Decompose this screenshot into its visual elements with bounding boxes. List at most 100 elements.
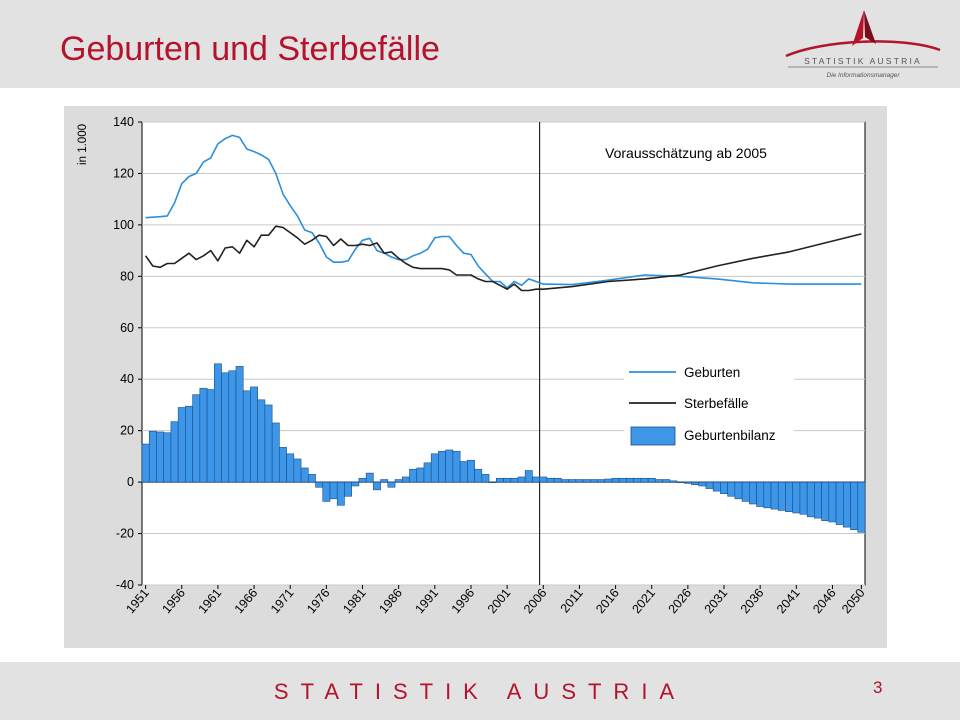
balance-bar xyxy=(517,476,526,483)
balance-bar xyxy=(467,459,475,483)
x-tick-label: 2050 xyxy=(839,586,868,616)
balance-bar xyxy=(394,479,403,483)
balance-bar xyxy=(770,481,779,510)
balance-bar xyxy=(206,389,215,483)
balance-bar xyxy=(329,481,338,500)
footer-brand: STATISTIK AUSTRIA xyxy=(273,679,687,704)
balance-bar xyxy=(250,386,258,483)
balance-bar xyxy=(785,481,793,512)
x-tick-label: 2041 xyxy=(774,586,803,616)
page-title: Geburten und Sterbefälle xyxy=(60,30,440,68)
balance-bar xyxy=(235,366,244,483)
balance-bar xyxy=(488,481,497,483)
balance-bar xyxy=(322,481,331,502)
balance-bar xyxy=(763,481,772,509)
header-bar xyxy=(0,0,960,88)
balance-bar xyxy=(199,387,208,483)
balance-bar xyxy=(445,449,454,483)
births-line xyxy=(145,134,862,289)
x-tick-label: 2046 xyxy=(810,586,839,616)
balance-bar xyxy=(604,478,613,483)
balance-bar xyxy=(264,404,273,483)
logo-triangle-right xyxy=(864,10,876,44)
footer-bar xyxy=(0,662,960,720)
x-tick-label: 1966 xyxy=(232,586,261,616)
balance-bar xyxy=(481,474,490,483)
balance-bar xyxy=(228,370,237,483)
x-tick-label: 1981 xyxy=(340,586,369,616)
balance-bar xyxy=(546,477,555,483)
balance-bar xyxy=(843,481,851,528)
x-tick-label: 2021 xyxy=(629,586,658,616)
balance-bar xyxy=(315,481,324,488)
forecast-annotation: Vorausschätzung ab 2005 xyxy=(605,145,767,161)
balance-bar xyxy=(691,481,700,485)
x-tick-label: 2011 xyxy=(558,586,586,616)
balance-bar xyxy=(734,481,743,500)
balance-bar xyxy=(618,477,627,483)
balance-bar xyxy=(279,447,287,483)
legend-label: Geburtenbilanz xyxy=(684,428,776,443)
balance-bar xyxy=(177,407,186,483)
balance-bar xyxy=(307,474,316,483)
x-tick-label: 2036 xyxy=(738,586,767,616)
plot-area xyxy=(141,121,866,586)
x-tick-label: 2006 xyxy=(521,586,550,616)
balance-bar xyxy=(438,450,446,483)
x-tick-label: 1986 xyxy=(376,586,405,616)
balance-bar xyxy=(799,481,808,515)
balance-bar xyxy=(192,394,201,483)
balance-bar xyxy=(365,472,374,483)
balance-bar xyxy=(850,481,859,530)
legend-swatch-balance xyxy=(630,426,676,446)
balance-bar xyxy=(582,479,591,483)
x-tick-label: 1976 xyxy=(304,586,333,616)
legend-label: Sterbefälle xyxy=(684,396,749,411)
balance-bar xyxy=(170,421,179,483)
balance-bar xyxy=(503,477,512,483)
balance-bar xyxy=(669,480,678,483)
balance-bar xyxy=(792,481,801,514)
balance-bar xyxy=(336,481,345,506)
balance-bar xyxy=(495,477,504,483)
x-tick-label: 2031 xyxy=(702,586,731,616)
page-number: 3 xyxy=(873,678,883,697)
balance-bar xyxy=(741,481,750,502)
balance-bar xyxy=(727,481,736,497)
balance-bar xyxy=(242,390,251,483)
balance-bar xyxy=(683,481,692,484)
logo-triangle xyxy=(852,10,864,46)
balance-bar xyxy=(423,462,432,483)
balance-bar xyxy=(553,477,562,483)
x-tick-label: 1961 xyxy=(196,586,225,616)
legend-label: Geburten xyxy=(684,365,740,380)
x-tick-label: 1991 xyxy=(413,586,442,616)
balance-bar xyxy=(828,481,837,523)
y-tick-label: 20 xyxy=(120,424,134,438)
x-tick-label: 2001 xyxy=(485,586,514,616)
y-tick-label: 40 xyxy=(120,372,134,386)
balance-bar xyxy=(532,476,540,483)
x-tick-label: 2016 xyxy=(593,586,622,616)
balance-bar xyxy=(416,467,425,483)
balance-bar xyxy=(351,481,360,487)
balance-bar xyxy=(452,450,461,483)
balance-bar xyxy=(401,476,410,483)
balance-bar xyxy=(611,477,620,483)
balance-bar xyxy=(156,431,164,483)
balance-bar xyxy=(358,477,367,483)
balance-bar xyxy=(257,399,266,483)
balance-bar xyxy=(662,479,671,483)
balance-bar xyxy=(698,481,707,487)
deaths-line xyxy=(144,225,862,292)
x-tick-label: 2026 xyxy=(666,586,695,616)
balance-bar xyxy=(474,468,483,483)
balance-bar xyxy=(185,405,193,483)
balance-bar xyxy=(524,470,533,483)
balance-bar xyxy=(409,468,418,483)
chart-panel: -40 -20 0 20 40 60 80 100 120 140 in 1.000 1951 1956… xyxy=(64,106,887,648)
balance-bar xyxy=(214,363,222,483)
balance-bar xyxy=(141,443,150,483)
balance-bar xyxy=(756,481,765,507)
x-tick-label: 1996 xyxy=(449,586,478,616)
